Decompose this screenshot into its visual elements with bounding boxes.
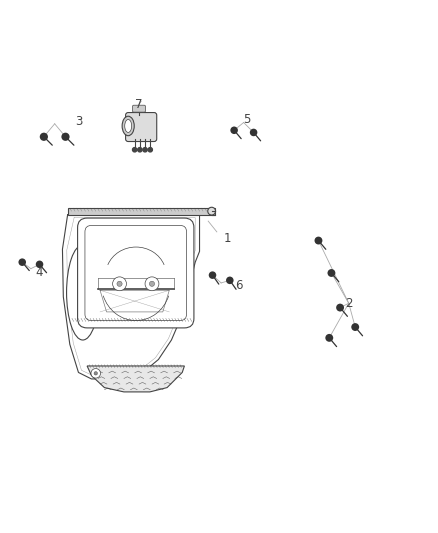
Circle shape [61,133,70,141]
Circle shape [325,334,333,342]
Circle shape [133,148,137,152]
Text: 5: 5 [244,113,251,126]
Text: 6: 6 [235,279,242,293]
Polygon shape [67,208,215,215]
Ellipse shape [67,245,99,340]
Text: 7: 7 [135,98,143,111]
FancyBboxPatch shape [85,225,187,320]
Circle shape [91,368,100,378]
Text: 1: 1 [224,232,231,245]
Text: 3: 3 [75,115,82,128]
FancyBboxPatch shape [133,105,145,112]
Circle shape [117,281,122,286]
Ellipse shape [208,207,215,215]
Circle shape [230,126,238,134]
Circle shape [18,259,26,266]
Circle shape [40,133,48,141]
Circle shape [149,281,155,286]
Circle shape [336,304,344,311]
Circle shape [94,372,98,375]
Circle shape [143,148,147,152]
Ellipse shape [125,119,132,132]
Circle shape [351,323,359,331]
Circle shape [209,271,216,279]
Polygon shape [87,366,184,392]
Circle shape [145,277,159,290]
Circle shape [328,269,336,277]
Text: 2: 2 [345,297,353,310]
Circle shape [138,148,142,152]
Circle shape [113,277,127,290]
Circle shape [226,277,233,284]
FancyBboxPatch shape [126,112,157,142]
Circle shape [250,128,258,136]
Circle shape [148,148,152,152]
FancyBboxPatch shape [78,218,194,328]
Circle shape [314,237,322,245]
Ellipse shape [122,116,134,136]
Text: 4: 4 [36,266,43,279]
Circle shape [36,261,43,268]
